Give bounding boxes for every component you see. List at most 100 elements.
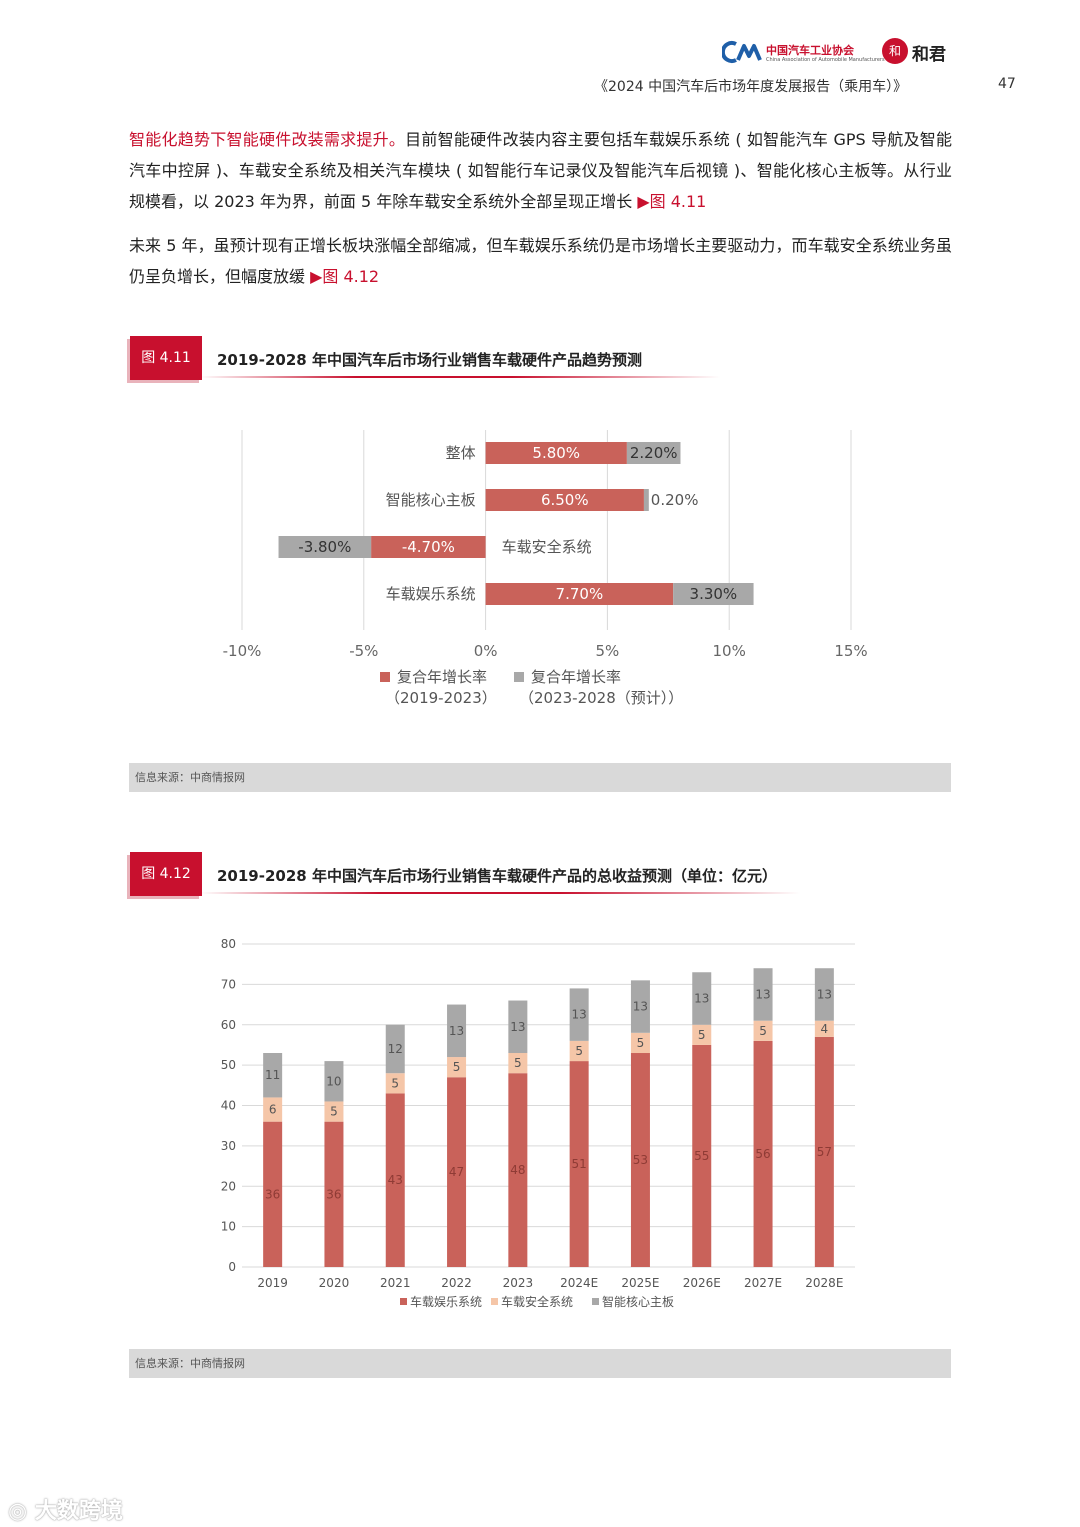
- data-label: 7.70%: [556, 585, 604, 603]
- y-tick-label: 70: [221, 977, 236, 991]
- bar-segment: [814, 1036, 834, 1267]
- y-tick-label: 40: [221, 1099, 236, 1113]
- category-label: 智能核心主板: [386, 491, 476, 509]
- watermark-text: 大数跨境: [34, 1499, 123, 1524]
- data-label: 13: [694, 992, 709, 1006]
- cagr-bar-chart: -10% -5% 0% 5% 10% 15% 5.80% 2.20% 整体 6.50% 0.20% 智…: [223, 430, 868, 707]
- bar-segment: [630, 1053, 650, 1267]
- data-label: 48: [510, 1163, 525, 1177]
- bar-segment: [630, 1032, 650, 1054]
- figure-2-source: 信息来源：中商情报网: [129, 1349, 951, 1378]
- bar-segment: [753, 968, 773, 1021]
- y-tick-label: 80: [221, 937, 236, 951]
- legend-label: 车载安全系统: [501, 1294, 573, 1309]
- data-label: 51: [572, 1157, 587, 1171]
- figure-2-underline: [200, 892, 800, 894]
- data-label: 6: [269, 1103, 277, 1117]
- watermark-logo-icon: ◎: [8, 1499, 35, 1524]
- legend-swatch: [592, 1298, 599, 1305]
- legend-label: （2023-2028（预计））: [519, 689, 683, 707]
- bar-segment: [753, 1040, 773, 1267]
- bar-segment: [508, 1053, 528, 1074]
- figure-1-underline: [200, 376, 720, 378]
- x-tick-label: 15%: [834, 642, 867, 660]
- x-tick-label: 5%: [596, 642, 620, 660]
- data-label: 2.20%: [630, 444, 678, 462]
- figure-1-source: 信息来源：中商情报网: [129, 763, 951, 792]
- data-label: 13: [755, 987, 770, 1001]
- data-label: 13: [817, 987, 832, 1001]
- data-label: 6.50%: [541, 491, 589, 509]
- data-label: 10: [326, 1074, 341, 1088]
- page-number: 47: [998, 76, 1016, 92]
- x-tick-label: 2022: [441, 1276, 472, 1290]
- category-label: 整体: [446, 444, 476, 462]
- bar-segment: [569, 988, 589, 1041]
- data-label: 3.30%: [690, 585, 738, 603]
- x-tick-label: 2023: [503, 1276, 534, 1290]
- data-label: 43: [388, 1173, 403, 1187]
- data-label: 5: [514, 1056, 522, 1070]
- bar-segment: [263, 1053, 283, 1098]
- bar-segment: [626, 442, 681, 464]
- bar-segment: [643, 489, 649, 511]
- paragraph-2-text: 未来 5 年，虽预计现有正增长板块涨幅全部缩减，但车载娱乐系统仍是市场增长主要驱…: [129, 236, 952, 286]
- x-tick-label: -10%: [223, 642, 262, 660]
- x-tick-label: 2025E: [621, 1276, 659, 1290]
- category-label: 车载娱乐系统: [386, 585, 476, 603]
- org-name-cn: 中国汽车工业协会: [766, 44, 854, 57]
- y-tick-label: 10: [221, 1220, 236, 1234]
- legend-label: 车载娱乐系统: [410, 1294, 482, 1309]
- x-tick-label: -5%: [349, 642, 378, 660]
- y-tick-label: 60: [221, 1018, 236, 1032]
- watermark: ◎ 大数跨境: [8, 1493, 123, 1525]
- legend-label: 智能核心主板: [602, 1294, 674, 1309]
- hejun-brand: 和君: [912, 45, 946, 65]
- bar-segment: [324, 1061, 344, 1102]
- data-label: 36: [265, 1187, 280, 1201]
- data-label: 55: [694, 1149, 709, 1163]
- data-label: 57: [817, 1145, 832, 1159]
- bar-segment: [485, 583, 674, 605]
- x-tick-label: 2020: [319, 1276, 350, 1290]
- bar-segment: [692, 1024, 712, 1045]
- bar-segment: [263, 1097, 283, 1122]
- y-tick-label: 30: [221, 1139, 236, 1153]
- data-label: 13: [633, 1000, 648, 1014]
- data-label: 5: [698, 1028, 706, 1042]
- x-tick-label: 2024E: [560, 1276, 598, 1290]
- bar-segment: [753, 1020, 773, 1041]
- paragraph-1-text: 目前智能硬件改装内容主要包括车载娱乐系统 ( 如智能汽车 GPS 导航及智能汽车…: [129, 130, 952, 211]
- bar-segment: [324, 1121, 344, 1267]
- figure-2-tab: 图 4.12: [130, 852, 202, 896]
- data-label: 56: [755, 1147, 770, 1161]
- data-label: 5: [453, 1060, 461, 1074]
- caam-logo: [722, 41, 762, 63]
- bar-segment: [814, 1020, 834, 1037]
- data-label: 5: [637, 1036, 645, 1050]
- figure-4-11-link[interactable]: ▶图 4.11: [637, 192, 707, 211]
- legend-label: 复合年增长率: [397, 668, 487, 686]
- data-label: 0.20%: [651, 491, 699, 509]
- org-name-en: China Association of Automobile Manufact…: [766, 57, 885, 63]
- legend-swatch: [514, 672, 524, 682]
- legend-label: 复合年增长率: [531, 668, 621, 686]
- bar-segment: [385, 1073, 405, 1094]
- data-label: 5: [391, 1076, 399, 1090]
- bar-segment: [692, 972, 712, 1025]
- x-tick-label: 10%: [713, 642, 746, 660]
- data-label: 12: [388, 1042, 403, 1056]
- bar-segment: [814, 968, 834, 1021]
- bar-segment: [508, 1000, 528, 1054]
- y-tick-label: 20: [221, 1179, 236, 1193]
- bar-segment: [385, 1024, 405, 1074]
- bar-segment: [447, 1004, 467, 1058]
- bar-segment: [385, 1093, 405, 1267]
- hejun-seal-logo: 和: [882, 38, 908, 64]
- figure-4-12-link[interactable]: ▶图 4.12: [310, 267, 380, 286]
- bar-segment: [263, 1121, 283, 1267]
- bar-segment: [447, 1057, 467, 1078]
- data-label: 36: [326, 1187, 341, 1201]
- x-tick-label: 2028E: [805, 1276, 843, 1290]
- data-label: 5: [330, 1105, 338, 1119]
